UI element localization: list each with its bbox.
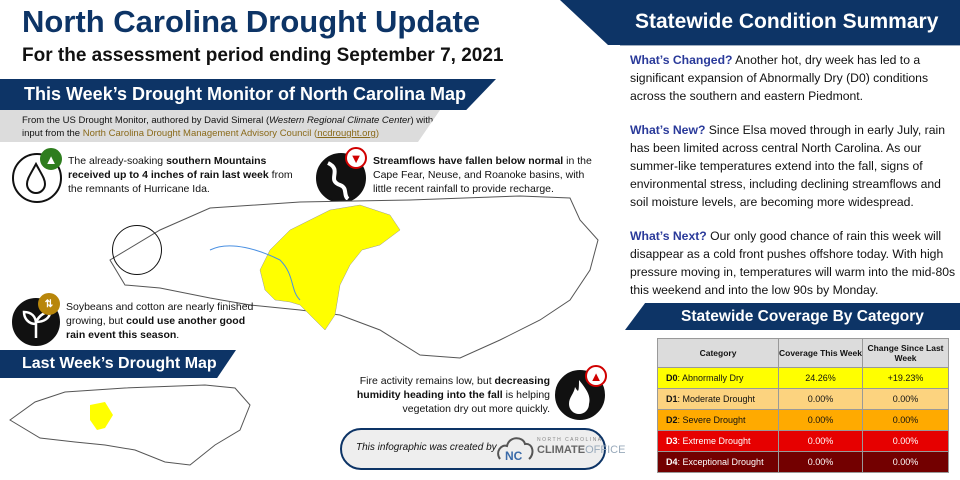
summary-panel: What’s Changed? Another hot, dry week ha… xyxy=(620,45,960,480)
arrow-up-down-icon: ⇅ xyxy=(38,293,60,315)
d0-area xyxy=(259,204,401,331)
river-line xyxy=(209,245,301,301)
coverage-title: Statewide Coverage By Category xyxy=(625,303,960,330)
nc-state-outline xyxy=(109,195,599,359)
credit-text: This infographic was created by xyxy=(356,442,497,453)
whats-next: What’s Next? Our only good chance of rai… xyxy=(630,229,956,297)
whats-new: What’s New? Since Elsa moved through in … xyxy=(630,123,945,209)
logo-wordmark: CLIMATEOFFICE xyxy=(537,444,626,456)
category-cell: D0: Abnormally Dry xyxy=(657,367,779,389)
map-section-title: This Week’s Drought Monitor of North Car… xyxy=(0,79,496,110)
table-header-row: Category Coverage This Week Change Since L… xyxy=(657,338,949,368)
table-row: D3: Extreme Drought 0.00% 0.00% xyxy=(657,430,949,452)
ncdrought-link[interactable]: ncdrought.org xyxy=(317,128,376,139)
table-row: D0: Abnormally Dry 24.26% +19.23% xyxy=(657,367,949,389)
credit-box: This infographic was created by NC NORTH… xyxy=(340,428,625,470)
table-row: D4: Exceptional Drought 0.00% 0.00% xyxy=(657,451,949,473)
council-name: North Carolina Drought Management Adviso… xyxy=(82,128,312,139)
climate-office-logo-icon: NC xyxy=(497,437,534,463)
coverage-cell: 0.00% xyxy=(778,430,863,452)
col-category: Category xyxy=(657,338,779,368)
paren: ( xyxy=(311,128,318,139)
change-cell: 0.00% xyxy=(862,430,949,452)
streams-note: Streamflows have fallen below normal in … xyxy=(373,155,592,195)
rain-note: The already-soaking southern Mountains r… xyxy=(68,155,293,195)
arrow-up-icon: ▲ xyxy=(585,365,607,387)
nc-drought-map xyxy=(109,195,599,359)
summary-title: Statewide Condition Summary xyxy=(560,0,960,45)
col-coverage: Coverage This Week xyxy=(778,338,863,368)
category-cell: D3: Extreme Drought xyxy=(657,430,779,452)
table-row: D1: Moderate Drought 0.00% 0.00% xyxy=(657,388,949,410)
source-org: Western Regional Climate Center xyxy=(269,115,411,126)
coverage-table: Category Coverage This Week Change Since L… xyxy=(657,338,949,473)
category-cell: D1: Moderate Drought xyxy=(657,388,779,410)
change-cell: 0.00% xyxy=(862,451,949,473)
coverage-cell: 0.00% xyxy=(778,409,863,431)
whats-changed: What’s Changed? Another hot, dry week ha… xyxy=(630,53,929,103)
map-source: From the US Drought Monitor, authored by… xyxy=(0,110,440,142)
last-week-map xyxy=(9,384,251,466)
svg-text:NC: NC xyxy=(505,449,523,463)
arrow-up-icon: ▲ xyxy=(40,148,62,170)
coverage-cell: 0.00% xyxy=(778,388,863,410)
last-week-title: Last Week’s Drought Map xyxy=(0,350,236,378)
change-cell: +19.23% xyxy=(862,367,949,389)
category-cell: D2: Severe Drought xyxy=(657,409,779,431)
change-cell: 0.00% xyxy=(862,409,949,431)
fire-note: Fire activity remains low, but decreasin… xyxy=(356,375,550,415)
category-cell: D4: Exceptional Drought xyxy=(657,451,779,473)
page-title: North Carolina Drought Update xyxy=(22,4,481,39)
page-subtitle: For the assessment period ending Septemb… xyxy=(22,45,504,66)
crops-note: Soybeans and cotton are nearly finished … xyxy=(66,301,254,341)
col-change: Change Since Last Week xyxy=(862,338,949,368)
mountains-highlight-circle xyxy=(112,225,162,275)
logo-text: NORTH CAROLINA xyxy=(537,437,603,443)
table-row: D2: Severe Drought 0.00% 0.00% xyxy=(657,409,949,431)
coverage-cell: 24.26% xyxy=(778,367,863,389)
arrow-down-icon: ▼ xyxy=(345,147,367,169)
change-cell: 0.00% xyxy=(862,388,949,410)
last-week-d0-area xyxy=(90,402,113,430)
paren: ) xyxy=(375,128,379,139)
source-text: From the US Drought Monitor, authored by… xyxy=(22,115,270,126)
coverage-cell: 0.00% xyxy=(778,451,863,473)
source-text-2: ) with input from the xyxy=(22,115,434,139)
